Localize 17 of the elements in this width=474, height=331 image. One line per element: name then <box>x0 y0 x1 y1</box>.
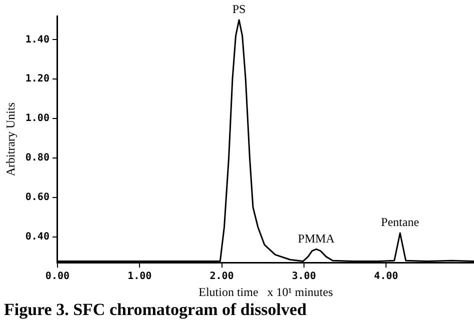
x-tick-label: 2.00 <box>210 271 234 282</box>
y-tick-label: 1.40 <box>25 34 50 46</box>
annotation: PS <box>232 2 246 16</box>
y-tick-label: 1.00 <box>25 113 50 124</box>
annotation: Pentane <box>381 215 420 230</box>
y-tick-label: 0.40 <box>25 232 50 243</box>
x-tick-label: 0.00 <box>45 271 70 282</box>
caption: Figure 3. SFC chromatogram of dissolved <box>4 300 308 320</box>
x-tick-label: 3.00 <box>292 271 316 282</box>
y-tick-label: 1.20 <box>25 74 50 85</box>
x-axis-title: Elution time x 10¹ minutes <box>198 284 334 299</box>
y-tick-label: 0.80 <box>25 152 50 164</box>
y-axis-title: Arbitrary Units <box>3 102 18 176</box>
x-tick-label: 1.00 <box>128 271 152 282</box>
annotation: PMMA <box>298 231 335 246</box>
y-tick-label: 0.60 <box>25 192 50 204</box>
x-tick-label: 4.00 <box>374 271 398 282</box>
